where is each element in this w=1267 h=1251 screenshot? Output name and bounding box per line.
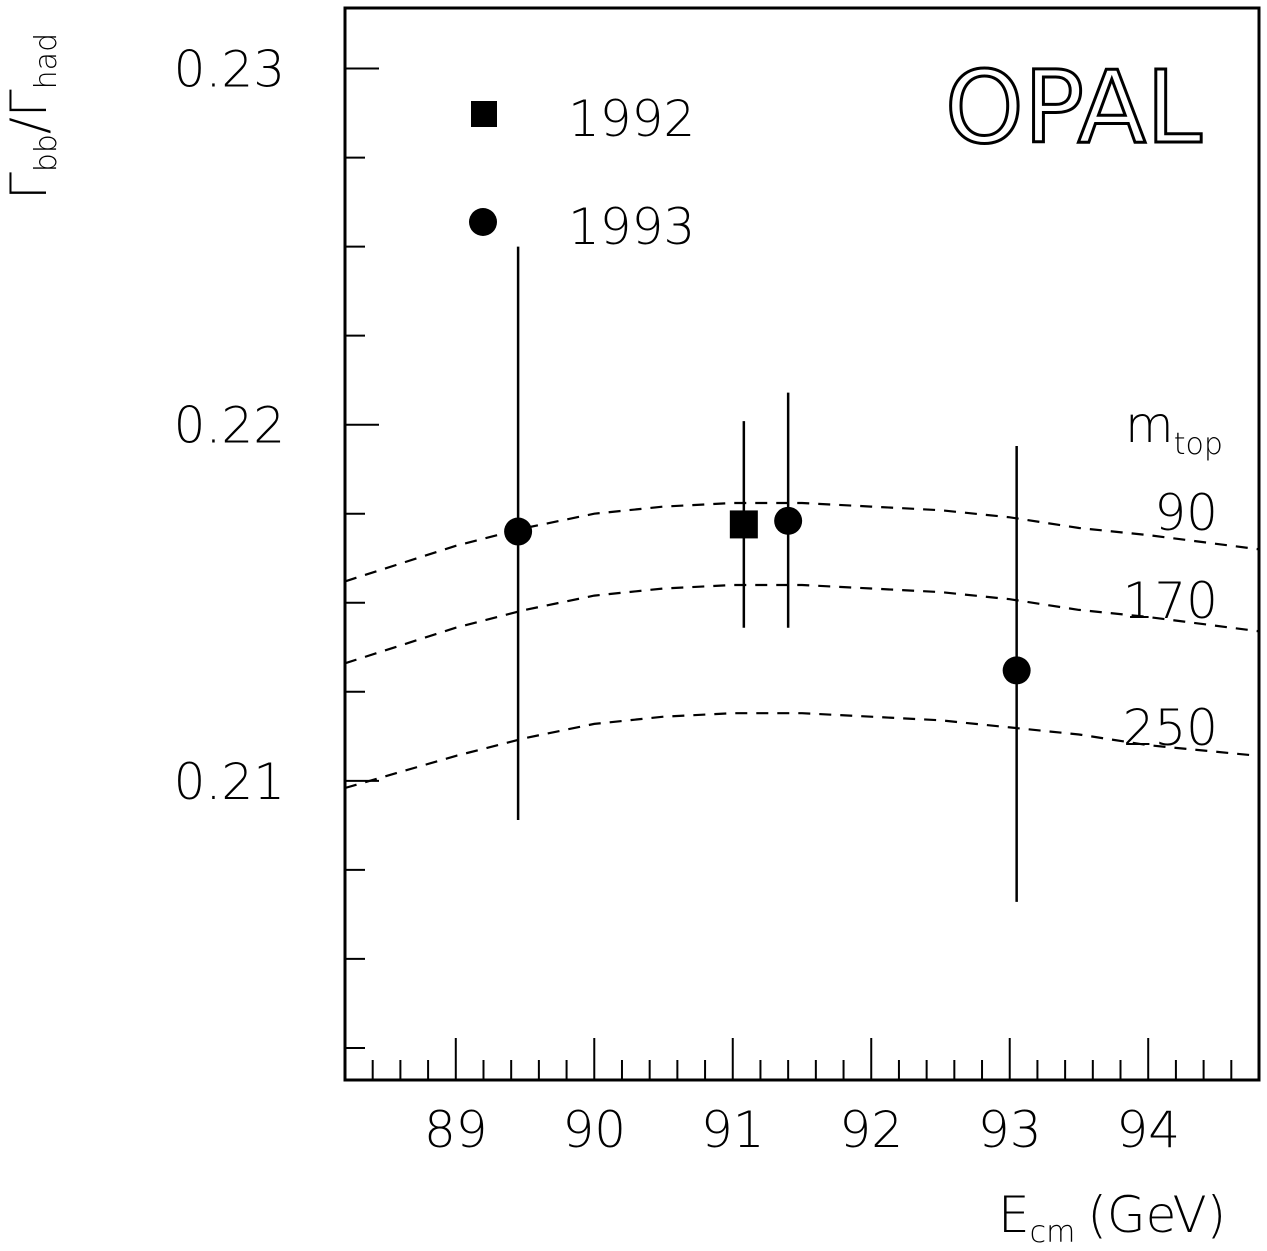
x-tick-label: 93 <box>978 1101 1042 1159</box>
x-tick-label: 92 <box>839 1101 903 1159</box>
data-points <box>504 247 1031 902</box>
chart-title: OPAL <box>945 49 1202 166</box>
legend-marker-1992 <box>471 101 497 127</box>
y-axis-label-den-sub: had <box>29 33 64 89</box>
y-tick-label: 0.23 <box>174 41 285 99</box>
legend-label-1993: 1993 <box>568 198 695 256</box>
x-axis-label: Ecm (GeV) <box>998 1186 1226 1250</box>
data-point-1993 <box>774 507 802 535</box>
legend-label-1992: 1992 <box>568 90 695 148</box>
y-axis-label-num-sub: bb <box>29 134 64 172</box>
y-axis-label-sep: / <box>0 117 58 134</box>
data-point-1993 <box>1003 656 1031 684</box>
x-axis-ticks: 89 90 91 92 93 94 <box>345 1038 1259 1159</box>
y-axis-label-num: Γ <box>0 172 58 200</box>
data-point-1993 <box>504 518 532 546</box>
x-tick-label: 91 <box>701 1101 765 1159</box>
y-tick-label: 0.22 <box>174 397 285 455</box>
y-tick-label: 0.21 <box>174 753 285 811</box>
data-point-1992 <box>730 510 758 538</box>
x-axis-label-sub: cm <box>1030 1215 1076 1250</box>
plot-frame <box>345 8 1259 1080</box>
x-tick-label: 89 <box>424 1101 488 1159</box>
curve-label-250: 250 <box>1123 699 1218 757</box>
x-axis-label-main: E <box>998 1186 1030 1244</box>
curves-header: mtop <box>1125 396 1223 462</box>
curve-label-90: 90 <box>1154 484 1218 542</box>
x-tick-label: 90 <box>562 1101 626 1159</box>
x-tick-label: 94 <box>1116 1101 1180 1159</box>
curve-mtop-90 <box>345 503 1259 581</box>
y-axis-label-den: Γ <box>0 89 58 117</box>
y-axis-ticks: 0.21 0.22 0.23 <box>174 41 379 1048</box>
curve-label-170: 170 <box>1123 572 1218 630</box>
y-axis-label: Γbb/Γhad <box>0 33 64 200</box>
curves-header-sub: top <box>1174 427 1223 462</box>
x-axis-label-unit: (GeV) <box>1087 1186 1226 1244</box>
curves-header-main: m <box>1125 396 1174 454</box>
legend-marker-1993 <box>469 208 497 236</box>
